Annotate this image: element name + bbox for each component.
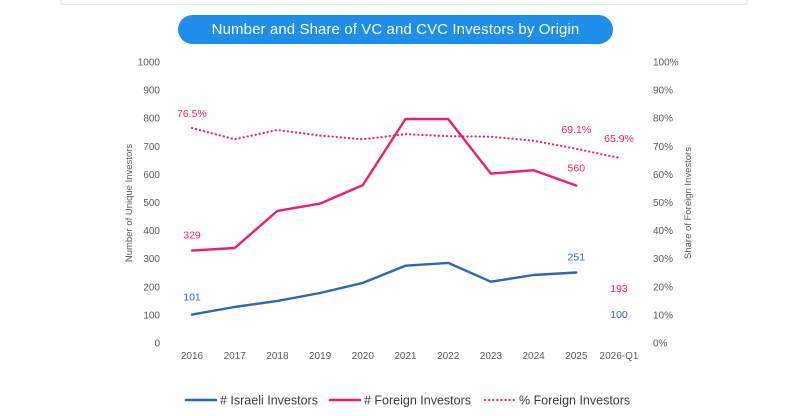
right-axis-tick: 70%: [653, 142, 673, 153]
right-axis-tick: 30%: [653, 254, 673, 265]
x-axis-tick: 2023: [480, 351, 503, 362]
right-axis-tick: 80%: [653, 114, 673, 125]
series-line-foreign: [190, 117, 578, 252]
data-label: 101: [183, 292, 201, 304]
chart-title: Number and Share of VC and CVC Investors…: [178, 15, 613, 44]
right-axis-tick: 100%: [653, 58, 679, 69]
right-axis-title: Share of Foreign Investors: [683, 147, 694, 259]
series-line-israeli: [190, 261, 578, 316]
left-axis-tick: 700: [143, 142, 160, 153]
left-axis-tick: 100: [143, 310, 160, 321]
left-axis-tick: 900: [143, 86, 160, 97]
data-label: 193: [610, 283, 628, 295]
left-axis-tick: 500: [143, 198, 160, 209]
right-axis-tick: 90%: [653, 86, 673, 97]
legend-label: # Israeli Investors: [220, 394, 318, 408]
x-axis-tick: 2018: [266, 351, 289, 362]
left-axis-tick: 300: [143, 254, 160, 265]
left-axis-tick: 0: [154, 339, 160, 350]
right-axis-tick: 0%: [653, 339, 668, 350]
x-axis-tick: 2025: [565, 351, 588, 362]
data-label: 76.5%: [177, 108, 207, 120]
right-axis-tick: 40%: [653, 226, 673, 237]
left-axis-tick: 400: [143, 226, 160, 237]
x-axis-tick: 2026-Q1: [600, 351, 639, 362]
data-label: 100: [610, 309, 628, 321]
x-axis-tick: 2017: [224, 351, 247, 362]
left-axis-title: Number of Unique Investors: [124, 144, 135, 263]
left-axis-tick: 1000: [138, 58, 161, 69]
x-axis-tick: 2020: [352, 351, 375, 362]
legend-label: % Foreign Investors: [519, 394, 630, 408]
left-axis-tick: 200: [143, 282, 160, 293]
x-axis-tick: 2022: [437, 351, 460, 362]
x-axis-tick: 2021: [394, 351, 417, 362]
left-axis-tick: 600: [143, 170, 160, 181]
data-label: 560: [568, 163, 586, 175]
left-axis-tick: 800: [143, 114, 160, 125]
right-axis-tick: 50%: [653, 198, 673, 209]
data-label: 329: [183, 230, 201, 242]
series-line-foreign-share: [190, 126, 621, 159]
right-axis-tick: 60%: [653, 170, 673, 181]
right-axis-tick: 20%: [653, 282, 673, 293]
right-axis-tick: 10%: [653, 310, 673, 321]
x-axis-tick: 2016: [181, 351, 204, 362]
data-label: 251: [568, 251, 586, 263]
data-label: 69.1%: [561, 124, 591, 136]
data-label: 65.9%: [604, 133, 634, 145]
legend-label: # Foreign Investors: [364, 394, 471, 408]
x-axis-tick: 2019: [309, 351, 332, 362]
top-frame-edge: [60, 0, 748, 5]
x-axis-tick: 2024: [522, 351, 545, 362]
